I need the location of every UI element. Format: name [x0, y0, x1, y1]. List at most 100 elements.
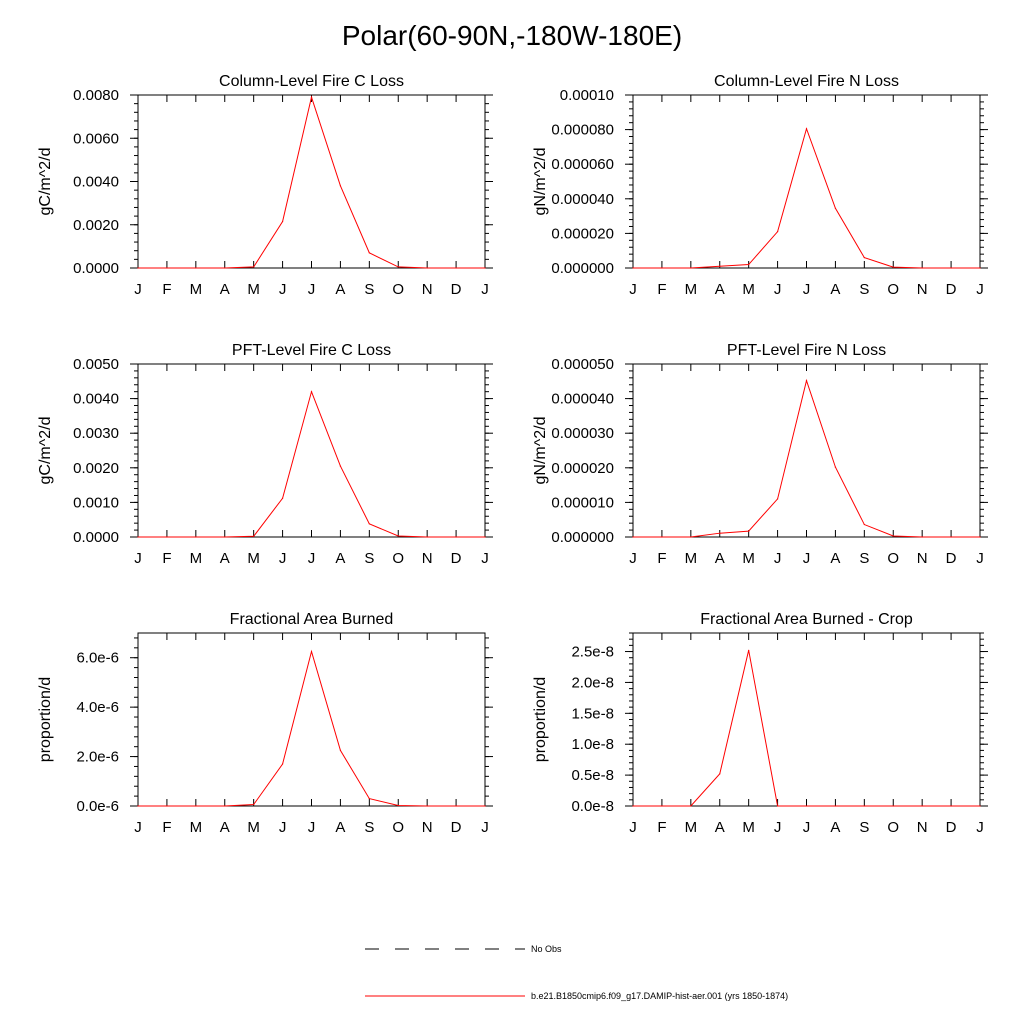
data-point: [310, 391, 313, 393]
legend-no-obs-label: No Obs: [531, 944, 562, 954]
x-tick-label: S: [859, 819, 869, 836]
plot-frame: [632, 632, 981, 807]
data-point: [805, 128, 808, 130]
x-tick-label: M: [190, 550, 203, 567]
x-tick-label: F: [657, 281, 666, 298]
data-point: [863, 257, 865, 259]
y-axis-label: proportion/d: [37, 677, 54, 762]
y-tick-label: 0.0060: [73, 130, 119, 147]
x-tick-label: J: [774, 281, 782, 298]
data-point: [455, 267, 457, 269]
y-tick-label: 0.0e-8: [571, 798, 614, 815]
x-tick-label: M: [685, 819, 698, 836]
data-point: [368, 523, 370, 525]
x-tick-label: M: [190, 281, 203, 298]
y-axis-label: gN/m^2/d: [532, 148, 549, 216]
data-point: [892, 535, 894, 537]
data-point: [863, 805, 865, 807]
data-point: [834, 466, 837, 468]
data-point: [253, 803, 255, 806]
series-line: [138, 390, 485, 538]
data-point: [339, 465, 342, 467]
data-point: [281, 763, 284, 765]
x-tick-label: J: [481, 281, 489, 298]
legend-run-label: b.e21.B1850cmip6.f09_g17.DAMIP-hist-aer.…: [531, 991, 788, 1001]
y-tick-label: 0.0020: [73, 217, 119, 234]
y-tick-label: 0.000040: [551, 191, 614, 208]
chart-title: Column-Level Fire C Loss: [219, 73, 404, 90]
x-tick-label: O: [392, 281, 404, 298]
y-tick-label: 0.0080: [73, 87, 119, 104]
y-tick-label: 0.000030: [551, 425, 614, 442]
data-point: [979, 805, 981, 807]
series-line: [633, 650, 980, 807]
y-tick-label: 0.000010: [551, 494, 614, 511]
data-point: [339, 185, 342, 187]
data-point: [748, 530, 750, 532]
data-point: [368, 797, 370, 800]
legend: No Obs b.e21.B1850cmip6.f09_g17.DAMIP-hi…: [365, 944, 788, 1001]
figure-title: Polar(60-90N,-180W-180E): [341, 20, 683, 51]
x-tick-label: F: [162, 550, 171, 567]
x-tick-label: M: [742, 550, 755, 567]
data-point: [690, 805, 692, 807]
x-tick-label: J: [134, 550, 142, 567]
x-tick-label: J: [629, 819, 637, 836]
data-point: [719, 532, 721, 534]
x-tick-label: D: [451, 819, 462, 836]
plot-frame: [137, 94, 486, 269]
data-point: [719, 265, 721, 267]
plot-frame: [137, 632, 486, 807]
data-point: [253, 266, 255, 268]
x-tick-label: N: [917, 819, 928, 836]
chart-title: Column-Level Fire N Loss: [714, 73, 899, 90]
data-point: [892, 805, 894, 807]
data-point: [484, 267, 486, 269]
data-point: [455, 536, 457, 538]
x-tick-label: J: [803, 281, 811, 298]
y-tick-label: 0.000050: [551, 356, 614, 373]
x-tick-label: M: [742, 819, 755, 836]
y-tick-label: 1.5e-8: [571, 705, 614, 722]
series-line: [138, 649, 485, 807]
series-line: [138, 95, 485, 269]
x-tick-label: N: [917, 281, 928, 298]
x-tick-label: O: [887, 550, 899, 567]
x-tick-label: J: [629, 550, 637, 567]
x-tick-label: M: [247, 281, 260, 298]
x-tick-label: S: [364, 281, 374, 298]
x-tick-label: N: [422, 281, 433, 298]
x-tick-label: A: [830, 281, 840, 298]
chart-title: PFT-Level Fire N Loss: [727, 342, 886, 359]
data-point: [310, 96, 313, 98]
x-tick-label: A: [830, 819, 840, 836]
x-tick-label: S: [859, 281, 869, 298]
y-tick-label: 0.0000: [73, 529, 119, 546]
x-tick-label: M: [685, 550, 698, 567]
y-tick-label: 0.000040: [551, 391, 614, 408]
x-tick-label: D: [451, 281, 462, 298]
x-tick-label: J: [976, 550, 984, 567]
data-point: [805, 380, 808, 382]
x-tick-label: O: [887, 819, 899, 836]
chart-panel-6: Fractional Area Burned - Crop proportion/…: [532, 611, 988, 836]
x-tick-label: F: [162, 819, 171, 836]
plot-frame: [137, 363, 486, 538]
data-point: [310, 650, 313, 653]
x-tick-label: O: [887, 281, 899, 298]
x-tick-label: F: [162, 281, 171, 298]
x-tick-label: A: [335, 281, 345, 298]
data-point: [719, 773, 721, 775]
x-tick-label: J: [308, 550, 316, 567]
data-point: [776, 231, 779, 233]
y-tick-label: 6.0e-6: [76, 650, 119, 667]
x-tick-label: D: [946, 819, 957, 836]
data-point: [834, 207, 837, 209]
data-point: [484, 805, 486, 807]
